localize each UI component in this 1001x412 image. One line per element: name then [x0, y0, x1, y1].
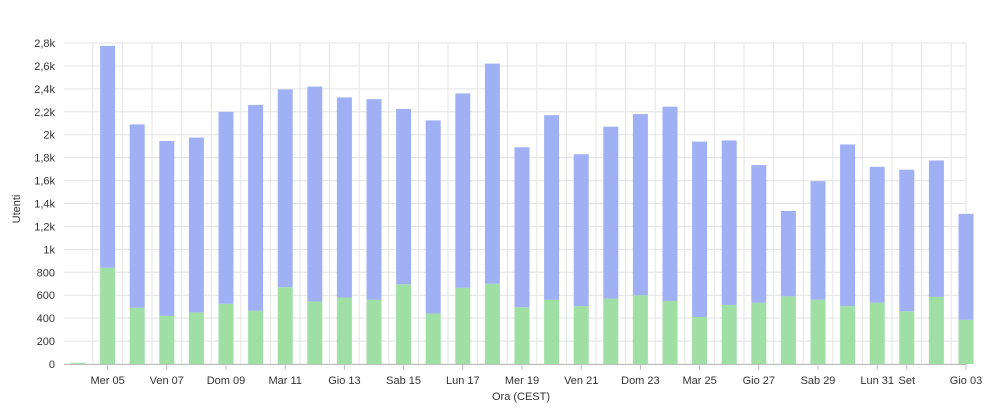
x-tick-label: Gio 13 [328, 375, 360, 387]
bar-segment-series-1[interactable] [336, 297, 352, 364]
bar-segment-series-2[interactable] [248, 104, 264, 311]
bar-segment-series-1[interactable] [188, 312, 204, 364]
x-tick-label: Ven 21 [564, 375, 598, 387]
bar-segment-series-1[interactable] [396, 284, 412, 364]
bar-segment-series-2[interactable] [810, 181, 826, 300]
bar-segment-series-1[interactable] [928, 296, 944, 364]
x-tick-label: Mar 11 [268, 375, 301, 387]
bar-segment-series-1[interactable] [958, 319, 974, 364]
bar-segment-series-1[interactable] [514, 307, 530, 364]
y-tick-label: 1,4k [34, 199, 55, 211]
bar-segment-series-2[interactable] [425, 120, 441, 314]
bar-segment-series-1[interactable] [129, 307, 145, 364]
bar-segment-series-1[interactable] [632, 295, 648, 364]
bar-segment-series-1[interactable] [307, 301, 323, 364]
y-tick-label: 1,6k [34, 176, 55, 188]
y-tick-label: 400 [37, 313, 55, 325]
bar-segment-series-1[interactable] [277, 287, 293, 364]
x-tick-label: Gio 27 [743, 375, 775, 387]
bar-segment-series-2[interactable] [780, 210, 796, 297]
bar-segment-series-1[interactable] [248, 310, 264, 364]
bar-segment-series-2[interactable] [958, 213, 974, 320]
bar-segment-series-1[interactable] [159, 315, 175, 364]
bar-segment-series-2[interactable] [307, 86, 323, 302]
bars-group [70, 45, 974, 364]
axes-group: 0 200 400 600 800 1k 1,2k 1,4k 1,6k 1,8k 2k 2,2k 2,4… [34, 38, 982, 387]
bar-segment-series-2[interactable] [692, 141, 708, 317]
bar-segment-series-1[interactable] [70, 362, 86, 364]
bar-segment-series-2[interactable] [544, 115, 560, 300]
y-tick-label: 1,8k [34, 153, 55, 165]
x-tick-label: Dom 23 [621, 375, 660, 387]
y-tick-label: 1k [43, 244, 55, 256]
bar-segment-series-2[interactable] [159, 141, 175, 316]
y-tick-label: 2,6k [34, 61, 55, 73]
bar-segment-series-1[interactable] [425, 313, 441, 364]
bar-segment-series-1[interactable] [721, 304, 737, 364]
bar-segment-series-1[interactable] [366, 299, 382, 364]
bar-segment-series-1[interactable] [484, 283, 500, 364]
x-tick-label: Mer 19 [505, 375, 539, 387]
y-tick-label: 2,4k [34, 84, 55, 96]
bar-segment-series-1[interactable] [869, 302, 885, 364]
bar-segment-series-2[interactable] [396, 108, 412, 285]
y-tick-label: 2k [43, 130, 55, 142]
bar-segment-series-2[interactable] [869, 166, 885, 303]
y-tick-label: 0 [49, 359, 55, 371]
bar-segment-series-2[interactable] [336, 97, 352, 298]
bar-segment-series-1[interactable] [573, 306, 589, 364]
bar-segment-series-2[interactable] [751, 165, 767, 303]
bar-segment-series-1[interactable] [692, 316, 708, 364]
bar-segment-series-1[interactable] [218, 303, 234, 364]
x-tick-label: Mar 25 [682, 375, 716, 387]
bar-segment-series-2[interactable] [188, 137, 204, 313]
bar-segment-series-1[interactable] [780, 296, 796, 364]
bar-segment-series-2[interactable] [928, 160, 944, 297]
bar-segment-series-2[interactable] [662, 106, 678, 301]
bar-segment-series-2[interactable] [277, 89, 293, 288]
x-tick-label: Set [899, 375, 916, 387]
bar-segment-series-1[interactable] [100, 267, 116, 364]
y-tick-label: 2,8k [34, 38, 55, 50]
bar-segment-series-2[interactable] [603, 126, 619, 299]
x-axis-title: Ora (CEST) [492, 391, 550, 403]
bar-segment-series-1[interactable] [810, 299, 826, 364]
bar-segment-series-2[interactable] [514, 147, 530, 308]
bar-segment-series-1[interactable] [603, 298, 619, 364]
bar-segment-series-2[interactable] [632, 114, 648, 296]
bar-segment-series-1[interactable] [899, 311, 915, 364]
y-tick-label: 200 [37, 336, 55, 348]
bar-segment-series-2[interactable] [484, 63, 500, 284]
y-tick-label: 800 [37, 267, 55, 279]
bar-segment-series-2[interactable] [366, 99, 382, 300]
x-tick-label: Gio 03 [950, 375, 982, 387]
x-tick-label: Lun 17 [446, 375, 480, 387]
bar-segment-series-2[interactable] [573, 154, 589, 307]
bar-segment-series-2[interactable] [218, 111, 234, 304]
x-tick-label: Mer 05 [90, 375, 124, 387]
x-tick-label: Sab 29 [801, 375, 836, 387]
bar-segment-series-1[interactable] [662, 300, 678, 364]
y-tick-label: 1,2k [34, 221, 55, 233]
bar-segment-series-2[interactable] [100, 45, 116, 268]
bar-segment-series-1[interactable] [455, 287, 471, 364]
x-tick-label: Sab 15 [386, 375, 421, 387]
x-tick-label: Dom 09 [207, 375, 246, 387]
y-axis-title: Utenti [11, 195, 23, 224]
bar-segment-series-2[interactable] [899, 169, 915, 312]
y-tick-label: 2,2k [34, 107, 55, 119]
bar-segment-series-1[interactable] [544, 299, 560, 364]
bar-segment-series-2[interactable] [455, 93, 471, 288]
bar-segment-series-2[interactable] [721, 140, 737, 305]
bar-segment-series-2[interactable] [129, 124, 145, 308]
x-tick-label: Lun 31 [860, 375, 894, 387]
y-tick-label: 600 [37, 290, 55, 302]
bar-segment-series-1[interactable] [840, 306, 856, 364]
bar-segment-series-1[interactable] [751, 302, 767, 364]
x-tick-label: Ven 07 [150, 375, 184, 387]
grid-lines [64, 42, 967, 365]
bar-segment-series-2[interactable] [840, 144, 856, 307]
